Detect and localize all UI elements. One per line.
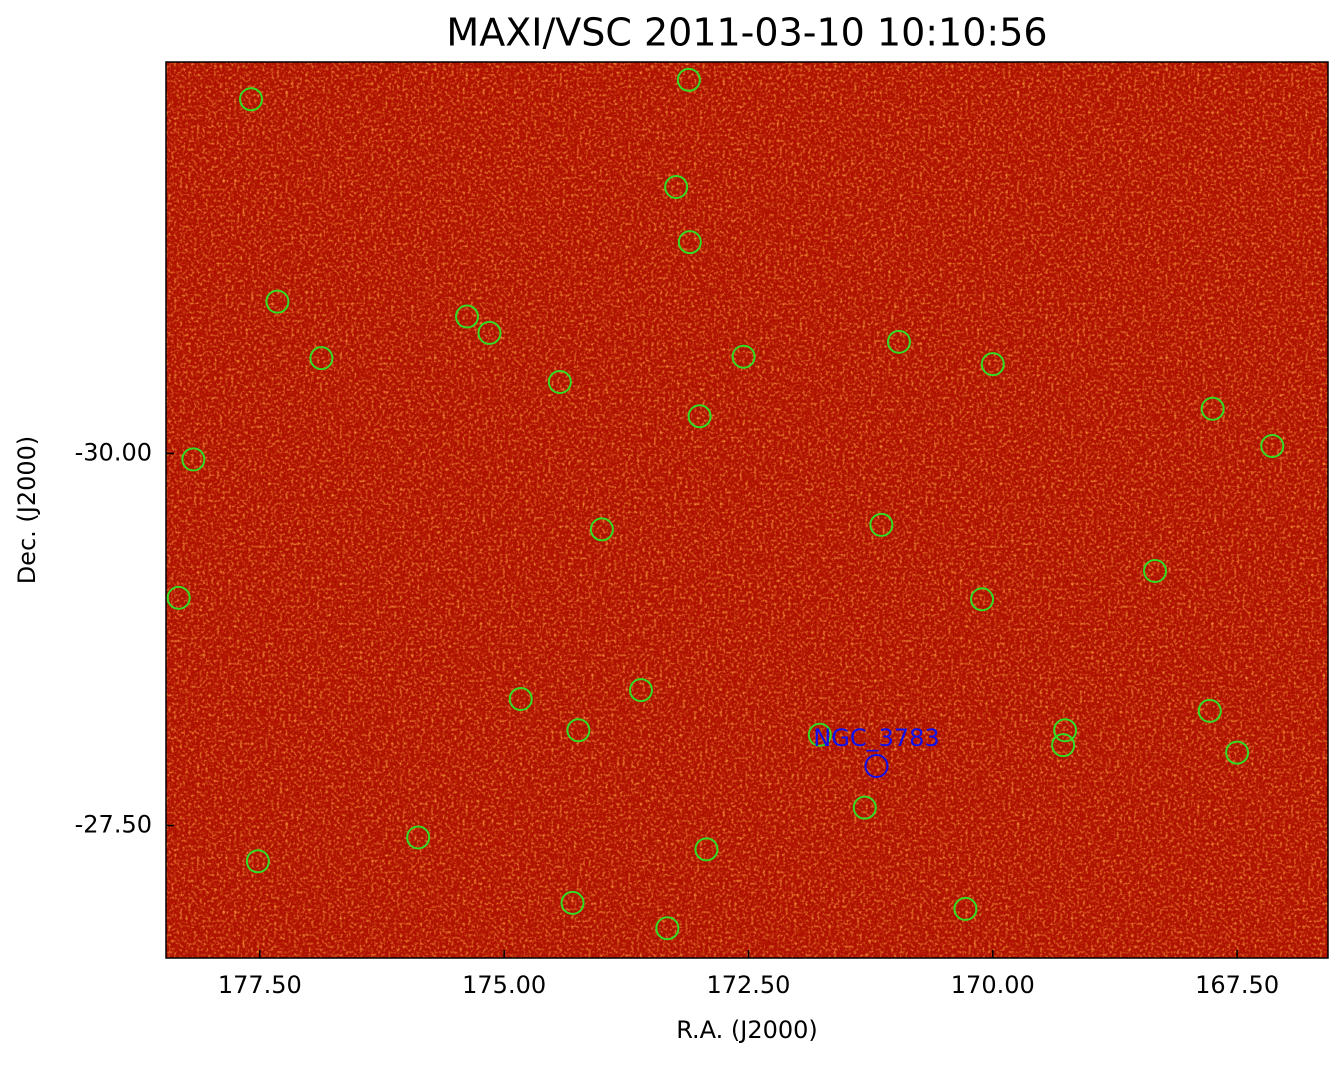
source-circle — [239, 87, 264, 112]
source-circle — [566, 718, 591, 743]
source-circle — [807, 722, 832, 747]
source-circle — [869, 512, 894, 537]
source-circle — [455, 304, 480, 329]
target-label: NGC_3783 — [813, 724, 939, 752]
y-tick-label: -27.50 — [75, 811, 152, 839]
x-tick-label: 167.50 — [1195, 971, 1279, 999]
source-circle — [970, 587, 995, 612]
source-circle — [166, 585, 191, 610]
source-circle — [547, 370, 572, 394]
y-tick-label: -30.00 — [75, 438, 152, 466]
source-circle — [886, 329, 911, 354]
source-circle — [1143, 559, 1168, 584]
source-circle — [628, 678, 653, 703]
source-circle — [852, 795, 877, 820]
marks: NGC_3783 — [166, 67, 1285, 941]
source-circle — [589, 517, 614, 542]
source-circle — [508, 687, 533, 712]
source-circle — [1225, 740, 1250, 765]
x-tick-label: 177.50 — [218, 971, 302, 999]
source-circle — [265, 289, 290, 314]
source-circle — [1053, 718, 1078, 743]
source-circle — [1260, 434, 1285, 458]
source-circle — [694, 837, 719, 862]
source-circle — [1051, 733, 1076, 758]
source-circle — [1197, 698, 1222, 723]
image-noise — [166, 62, 1328, 958]
source-circle — [677, 230, 702, 255]
source-circle — [676, 67, 701, 92]
source-circle — [406, 825, 431, 850]
source-circle — [560, 890, 585, 915]
x-tick-label: 175.00 — [462, 971, 546, 999]
source-circle — [309, 346, 334, 371]
source-circle — [655, 916, 680, 941]
y-axis-label: Dec. (J2000) — [13, 436, 41, 585]
source-circle — [245, 849, 270, 874]
source-circle — [731, 344, 756, 369]
x-tick-label: 172.50 — [706, 971, 790, 999]
source-circle — [1200, 396, 1225, 421]
x-axis-label: R.A. (J2000) — [676, 1016, 818, 1044]
source-circle — [687, 404, 712, 429]
source-circle — [980, 352, 1005, 377]
target-circle — [864, 754, 889, 778]
plot-frame — [165, 61, 1329, 959]
chart-title: MAXI/VSC 2011-03-10 10:10:56 — [446, 11, 1047, 55]
source-circle — [953, 896, 978, 921]
x-tick-label: 170.00 — [951, 971, 1035, 999]
source-circle — [664, 175, 689, 200]
source-circle — [181, 447, 206, 472]
source-circle — [477, 320, 502, 345]
